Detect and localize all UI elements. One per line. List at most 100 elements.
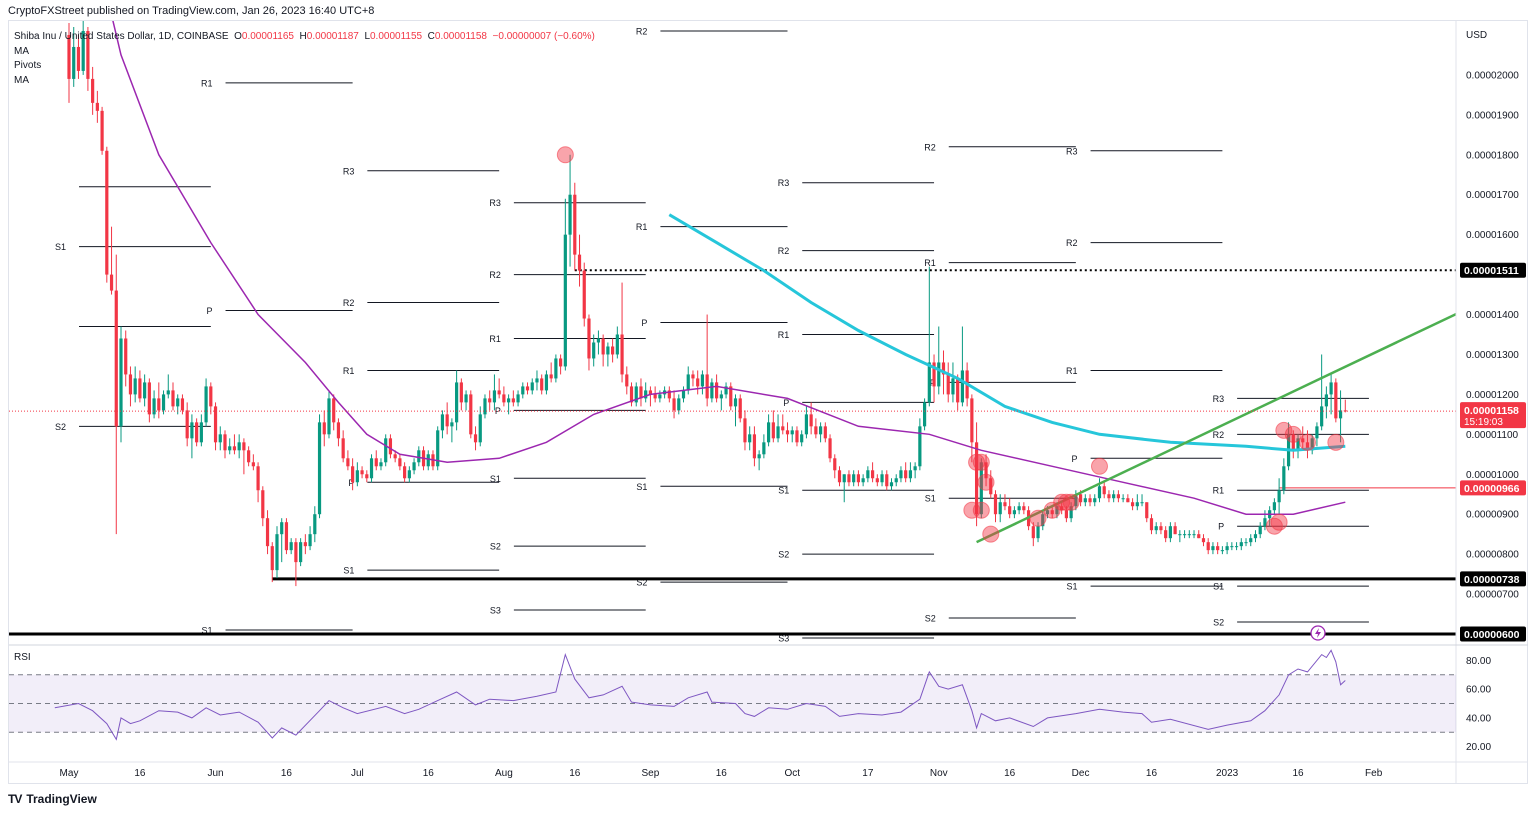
candle-body	[1310, 438, 1314, 451]
candle-body	[388, 438, 393, 455]
candle-body	[72, 46, 76, 79]
pivot-label: S1	[778, 486, 789, 496]
candle-body	[785, 430, 790, 435]
time-tick-label: 16	[569, 768, 581, 779]
candle-body	[384, 438, 388, 463]
time-tick-label: Jul	[351, 768, 364, 779]
pivot-label: P	[641, 318, 647, 328]
price-tick-label: 0.00001600	[1466, 230, 1519, 241]
candle-body	[658, 394, 662, 399]
legend-indicator-ma-1[interactable]: MA	[14, 45, 29, 57]
pivot-label: S1	[490, 474, 501, 484]
candle-body	[223, 434, 227, 451]
time-tick-label: Jun	[207, 768, 223, 779]
candle-body	[308, 534, 312, 547]
pivot-label: R1	[924, 258, 936, 268]
main-pane: S1 S2 R1 P S1 R3 R2 R1 P S1 R3 R2 R1 P S1 S2 S3 R2 R1 P S1 S2…	[9, 21, 1456, 644]
candle-body	[469, 394, 473, 435]
candle-body	[1031, 526, 1035, 539]
candle-body	[171, 390, 175, 407]
highlight-marker	[556, 146, 574, 164]
candle-body	[856, 474, 861, 483]
candle-body	[289, 542, 293, 551]
highlight-marker	[1057, 493, 1075, 511]
rsi-title[interactable]: RSI	[14, 652, 31, 663]
candle-body	[521, 386, 525, 395]
legend-open-label: O	[234, 31, 242, 42]
candle-body	[1201, 538, 1206, 543]
candle-body	[492, 390, 497, 403]
legend-indicator-ma-2[interactable]: MA	[14, 74, 29, 86]
candle-body	[1036, 526, 1040, 539]
price-tick-label: 0.00001900	[1466, 110, 1519, 121]
pivot-label: R2	[1066, 238, 1078, 248]
price-tick-label: 0.00000700	[1466, 590, 1519, 601]
candle-body	[535, 378, 539, 383]
candle-body	[355, 470, 359, 483]
legend-change: −0.00000007 (−0.60%)	[492, 31, 595, 42]
candle-body	[748, 434, 752, 443]
candle-body	[1107, 494, 1111, 499]
chart-canvas[interactable]: S1 S2 R1 P S1 R3 R2 R1 P S1 R3 R2 R1 P S1 S2 S3 R2 R1 P S1 S2…	[0, 0, 1536, 790]
price-tick-label: 0.00001000	[1466, 470, 1519, 481]
candle-body	[648, 390, 653, 395]
legend-open-value: 0.00001165	[241, 31, 294, 42]
candle-body	[303, 542, 307, 547]
candle-body	[932, 362, 936, 387]
time-tick-label: 17	[862, 768, 874, 779]
footer-brand[interactable]: TV TradingView	[8, 792, 97, 806]
chart-legend: Shiba Inu / United States Dollar, 1D, CO…	[14, 30, 595, 88]
candle-body	[1130, 502, 1135, 507]
legend-symbol[interactable]: Shiba Inu / United States Dollar, 1D, CO…	[14, 31, 229, 42]
price-tick-label: 0.00001200	[1466, 390, 1519, 401]
pivot-label: P	[783, 398, 789, 408]
candle-body	[195, 422, 199, 443]
last-price-value: 0.00001158	[1464, 405, 1519, 417]
time-tick-label: 16	[1146, 768, 1158, 779]
candle-body	[620, 334, 624, 375]
pivot-label: S2	[778, 550, 789, 560]
price-level-tag	[1460, 262, 1526, 278]
pivot-label: R2	[636, 26, 648, 36]
highlight-marker	[977, 473, 995, 491]
ma-fast-line	[112, 21, 1346, 515]
candle-body	[809, 414, 813, 427]
candle-body	[1211, 546, 1215, 551]
time-tick-label: Sep	[642, 768, 660, 779]
candle-body	[1097, 486, 1102, 499]
price-level-tag-label: 0.00000966	[1464, 483, 1520, 495]
candle-body	[261, 490, 265, 519]
candle-body	[781, 426, 785, 431]
pivot-label: R1	[636, 222, 648, 232]
candle-body	[1003, 502, 1007, 507]
candle-body	[199, 422, 203, 443]
candle-body	[724, 386, 728, 395]
candle-body	[540, 378, 544, 391]
highlight-marker	[968, 453, 986, 471]
candle-body	[559, 358, 563, 367]
chart-frame[interactable]	[8, 20, 1528, 784]
candle-body	[1329, 382, 1333, 395]
candle-body	[970, 398, 974, 443]
candle-body	[185, 410, 189, 439]
candle-body	[109, 274, 114, 291]
candle-body	[516, 394, 520, 403]
candle-body	[833, 458, 837, 471]
candle-body	[870, 470, 875, 479]
pivot-label: R3	[778, 178, 790, 188]
candle-body	[927, 362, 931, 403]
candle-body	[1343, 410, 1347, 412]
candle-body	[681, 390, 686, 399]
candle-body	[814, 426, 818, 435]
pivot-label: R2	[924, 142, 936, 152]
legend-indicator-pivots[interactable]: Pivots	[14, 60, 42, 71]
candle-body	[138, 378, 142, 399]
candle-body	[1135, 502, 1139, 507]
price-tick-label: 0.00001700	[1466, 190, 1519, 201]
pivot-label: R2	[489, 270, 501, 280]
candle-body	[989, 478, 993, 495]
candle-body	[1140, 502, 1144, 504]
pivot-label: R3	[1213, 394, 1225, 404]
candle-body	[369, 458, 374, 479]
candle-body	[573, 194, 577, 255]
